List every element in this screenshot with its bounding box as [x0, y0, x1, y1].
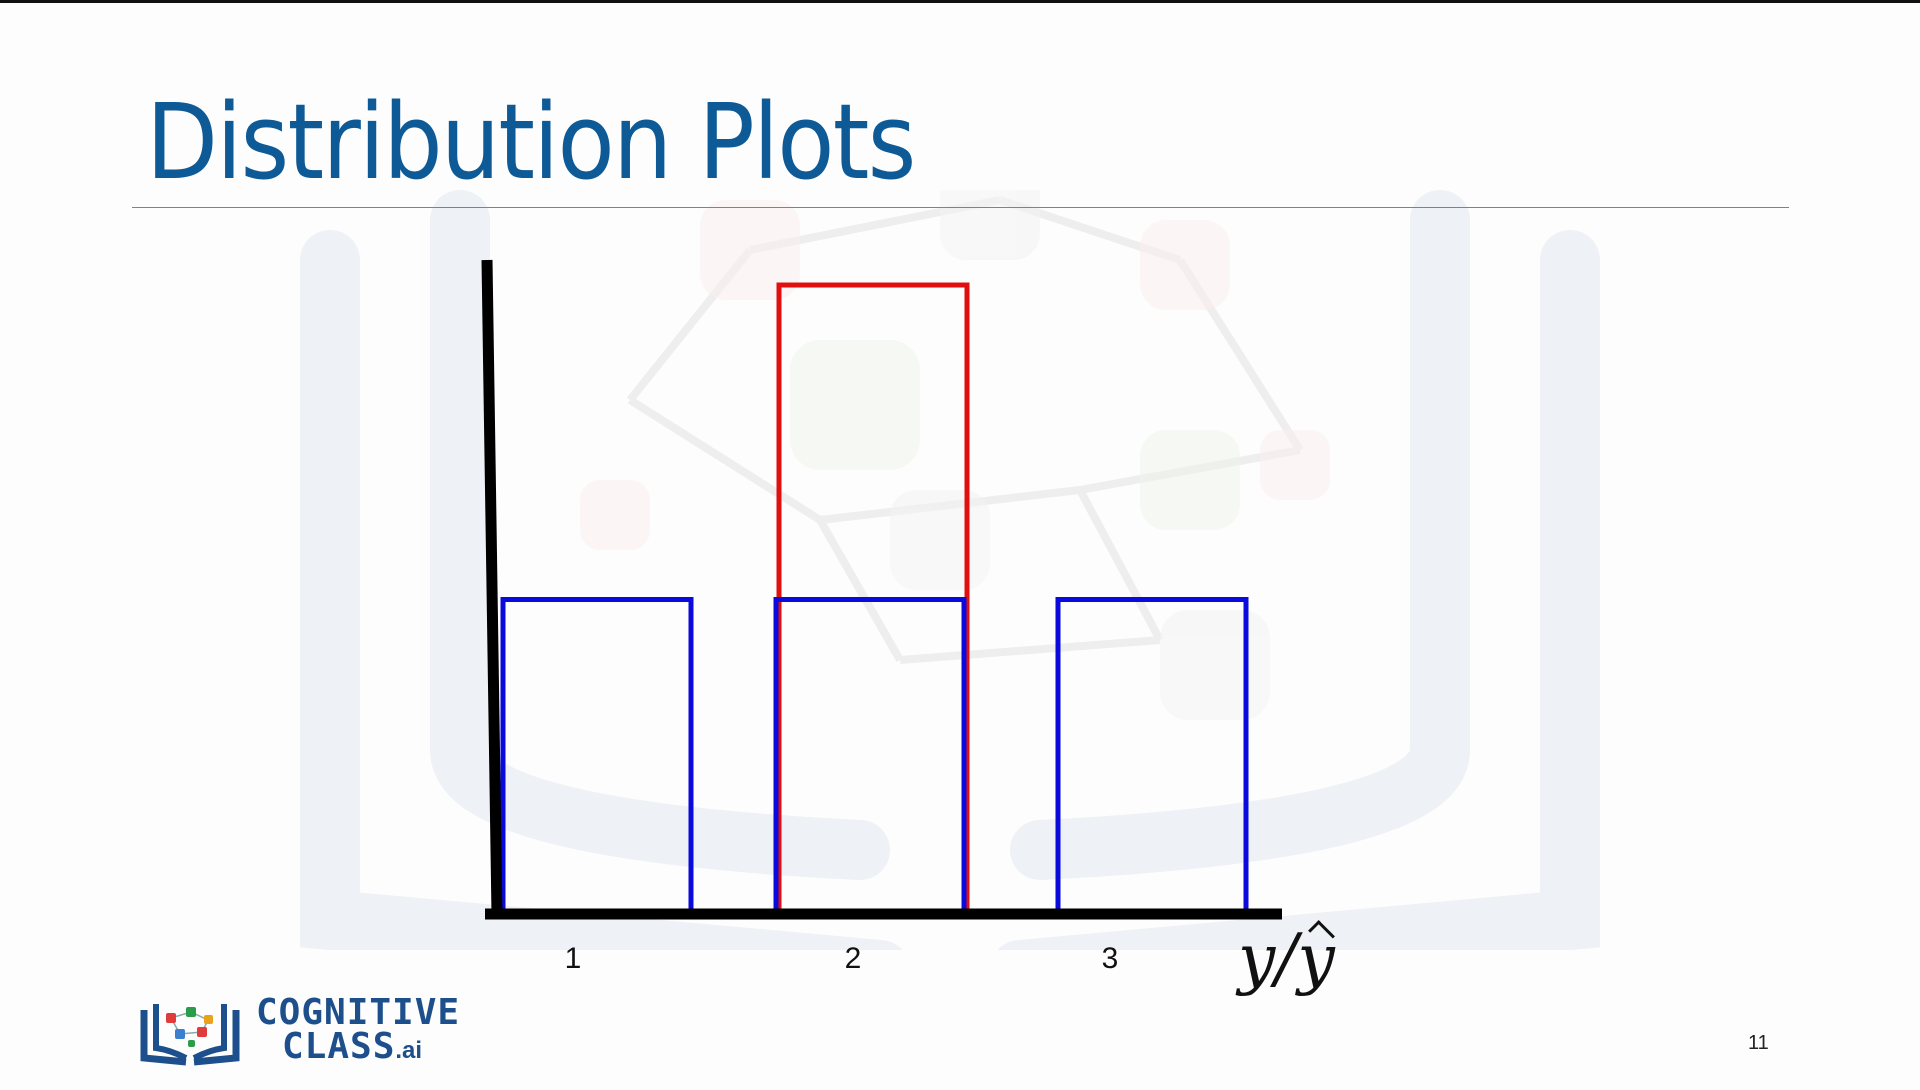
axis-label-y: y — [1238, 920, 1276, 997]
axis-label-y-hat: y — [1297, 920, 1335, 997]
open-book-logo-icon — [140, 1004, 240, 1066]
title-divider — [132, 207, 1789, 208]
bar-series1-2 — [773, 597, 967, 917]
logo-line-2: CLASS.ai — [256, 1029, 460, 1068]
bar-series1-1 — [500, 597, 694, 917]
logo-class-text: CLASS — [282, 1026, 396, 1067]
x-axis-label: y/y — [1238, 920, 1335, 997]
page-number: 11 — [1748, 1032, 1769, 1054]
x-tick-label-2: 2 — [845, 942, 862, 975]
logo-wordmark: COGNITIVE CLASS.ai — [256, 992, 461, 1068]
chart-bars — [500, 282, 1249, 917]
top-border — [0, 0, 1920, 3]
slide-title: Distribution Plots — [146, 81, 916, 203]
x-tick-label-3: 3 — [1102, 942, 1119, 975]
cognitive-class-logo: COGNITIVE CLASS.ai — [136, 992, 461, 1068]
y-axis-line — [481, 259, 503, 916]
x-tick-label-1: 1 — [565, 942, 582, 975]
logo-ai-suffix: .ai — [395, 1037, 423, 1064]
bar-series1-3 — [1055, 597, 1249, 917]
logo-line-1: COGNITIVE — [256, 992, 461, 1033]
x-tick-labels: 1 2 3 — [565, 942, 1119, 975]
